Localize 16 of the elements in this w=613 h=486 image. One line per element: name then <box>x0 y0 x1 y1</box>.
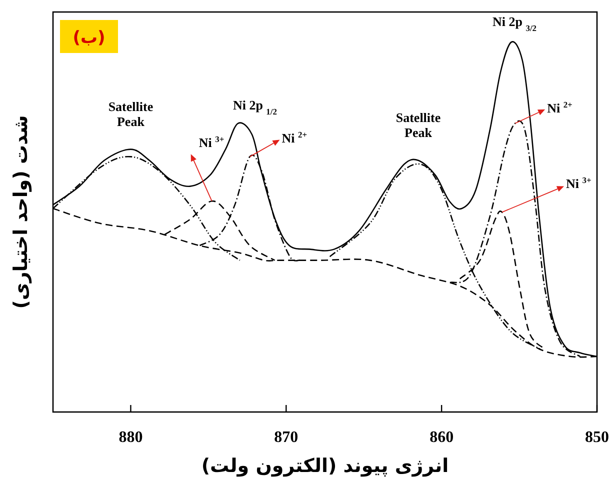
x-tick-label: 870 <box>274 429 298 446</box>
y-axis-title: شدت (واحد اختیاری) <box>10 115 32 309</box>
annotation: Ni 2p $_{1/2}$ <box>232 97 277 116</box>
annotation: (ب) <box>72 28 106 48</box>
x-tick-label: 850 <box>585 429 609 446</box>
x-axis-title: انرژی پیوند (الکترون ولت) <box>201 455 449 477</box>
annotation: Ni $^{3+}$ <box>566 175 592 192</box>
annotation: Satellite Peak <box>108 99 154 129</box>
annotation: Ni $^{2+}$ <box>547 99 573 116</box>
x-tick-label: 860 <box>430 429 454 446</box>
annotation: Ni $^{3+}$ <box>198 134 224 150</box>
annotation: Ni $^{2+}$ <box>282 130 308 146</box>
annotation: Satellite Peak <box>396 110 441 140</box>
x-tick-label: 880 <box>118 429 143 446</box>
panel-label: (ب) <box>60 20 118 53</box>
annotation: Ni 2p $_{3/2}$ <box>492 14 537 33</box>
